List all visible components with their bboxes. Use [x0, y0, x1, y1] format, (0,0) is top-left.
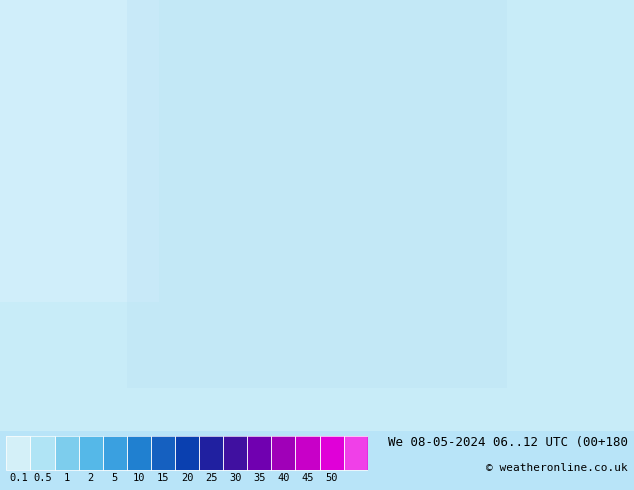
- Bar: [175, 436, 199, 470]
- Text: 5: 5: [112, 473, 118, 483]
- Bar: [247, 436, 271, 470]
- Text: 30: 30: [229, 473, 242, 483]
- Bar: [223, 436, 247, 470]
- Bar: [127, 436, 151, 470]
- Bar: [199, 436, 223, 470]
- Text: 45: 45: [301, 473, 314, 483]
- Bar: [103, 436, 127, 470]
- Bar: [127, 0, 507, 388]
- Bar: [127, 436, 151, 470]
- Bar: [0, 0, 158, 302]
- Bar: [320, 436, 344, 470]
- Bar: [6, 436, 30, 470]
- Text: 35: 35: [253, 473, 266, 483]
- Text: © weatheronline.co.uk: © weatheronline.co.uk: [486, 463, 628, 473]
- Bar: [6, 436, 30, 470]
- Bar: [151, 436, 175, 470]
- Bar: [103, 436, 127, 470]
- Bar: [79, 436, 103, 470]
- Bar: [247, 436, 271, 470]
- Text: 2: 2: [87, 473, 94, 483]
- Bar: [271, 436, 295, 470]
- Text: 15: 15: [157, 473, 169, 483]
- Bar: [175, 436, 199, 470]
- Bar: [30, 436, 55, 470]
- Text: 50: 50: [325, 473, 338, 483]
- Text: We 08-05-2024 06..12 UTC (00+180: We 08-05-2024 06..12 UTC (00+180: [387, 436, 628, 449]
- Polygon shape: [368, 436, 385, 470]
- Text: 1: 1: [63, 473, 70, 483]
- Text: 20: 20: [181, 473, 193, 483]
- Text: 10: 10: [133, 473, 145, 483]
- Text: 40: 40: [277, 473, 290, 483]
- Bar: [55, 436, 79, 470]
- Bar: [79, 436, 103, 470]
- Text: Precipitation (6h) [mm] ECMWF: Precipitation (6h) [mm] ECMWF: [6, 436, 224, 449]
- Bar: [151, 436, 175, 470]
- Text: 25: 25: [205, 473, 217, 483]
- Bar: [295, 436, 320, 470]
- Text: 0.5: 0.5: [33, 473, 52, 483]
- Bar: [320, 436, 344, 470]
- Bar: [344, 436, 368, 470]
- Bar: [30, 436, 55, 470]
- Text: 0.1: 0.1: [9, 473, 28, 483]
- Bar: [295, 436, 320, 470]
- Bar: [223, 436, 247, 470]
- Bar: [344, 436, 368, 470]
- Bar: [271, 436, 295, 470]
- Bar: [199, 436, 223, 470]
- Bar: [55, 436, 79, 470]
